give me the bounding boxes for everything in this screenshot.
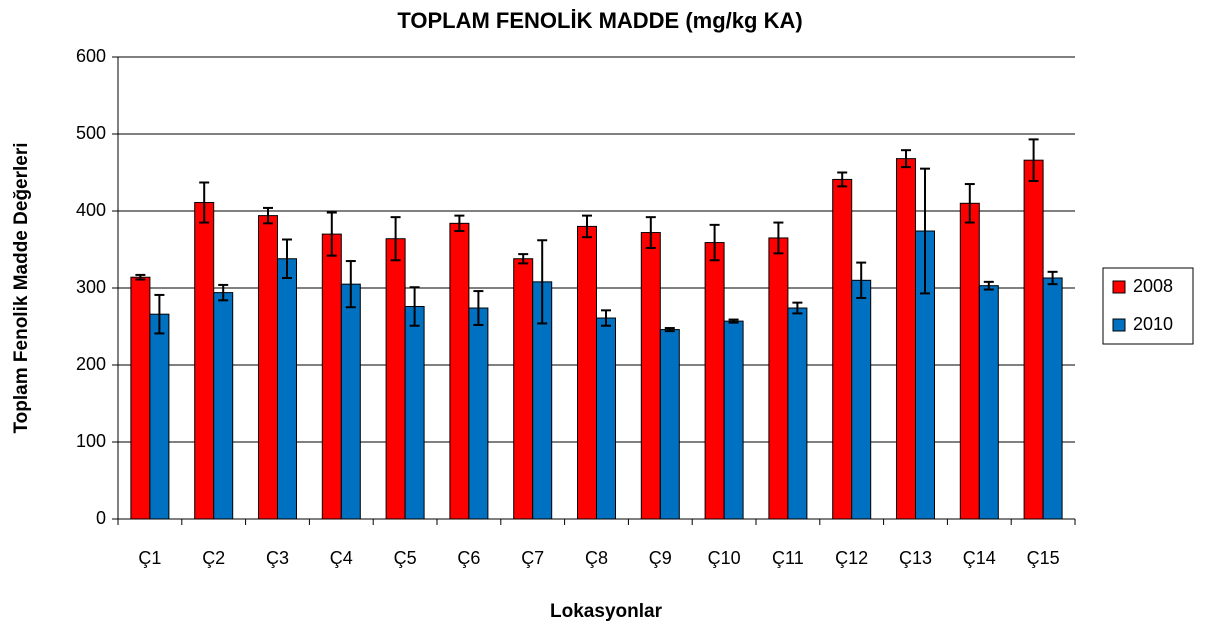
bar: [577, 225, 597, 520]
error-bar: [664, 327, 675, 333]
error-bar: [901, 149, 911, 169]
error-bar: [920, 167, 930, 295]
bar: [513, 258, 534, 520]
error-bar: [409, 286, 420, 327]
y-tick-label: 600: [76, 46, 106, 66]
error-bar: [837, 171, 848, 188]
error-bar: [390, 216, 401, 262]
x-tick-label: Ç15: [1027, 548, 1060, 568]
bar: [704, 242, 725, 520]
error-bar: [518, 253, 529, 265]
error-bar: [709, 223, 720, 262]
bar: [404, 305, 425, 520]
bar: [896, 158, 916, 520]
y-tick-label: 100: [76, 431, 106, 451]
error-bar: [537, 239, 548, 325]
y-tick-label: 500: [76, 123, 106, 143]
error-bar: [792, 301, 803, 315]
error-bar: [582, 214, 592, 239]
bar: [723, 320, 744, 520]
x-tick-label: Ç14: [963, 548, 996, 568]
error-bar: [454, 214, 465, 233]
legend-label: 2008: [1133, 276, 1173, 296]
error-bar: [856, 261, 867, 300]
y-tick-label: 200: [76, 354, 106, 374]
bar: [277, 258, 297, 520]
error-bar: [983, 280, 994, 291]
bar: [449, 222, 470, 520]
bar: [385, 238, 406, 520]
x-tick-label: Ç13: [899, 548, 932, 568]
error-bar: [154, 293, 165, 335]
chart-title: TOPLAM FENOLİK MADDE (mg/kg KA): [397, 8, 802, 33]
x-tick-label: Ç4: [330, 548, 353, 568]
x-tick-label: Ç2: [202, 548, 225, 568]
error-bar: [326, 211, 337, 257]
bar: [787, 307, 808, 520]
legend-label: 2010: [1133, 314, 1173, 334]
x-tick-label: Ç11: [772, 548, 804, 568]
error-bar: [1028, 138, 1039, 182]
bar: [640, 232, 661, 520]
bar: [468, 307, 489, 520]
x-tick-label: Ç5: [394, 548, 417, 568]
legend-swatch: [1112, 318, 1126, 332]
error-bar: [282, 238, 292, 279]
error-bar: [199, 181, 210, 224]
bar: [149, 313, 170, 520]
error-bar: [728, 318, 739, 324]
y-tick-label: 300: [76, 277, 106, 297]
bar: [768, 237, 789, 520]
bar: [832, 178, 853, 520]
error-bar: [964, 183, 975, 224]
error-bar: [773, 221, 784, 255]
x-tick-label: Ç8: [585, 548, 608, 568]
bar: [213, 292, 234, 520]
bar: [659, 329, 680, 520]
bar: [194, 202, 215, 520]
bar: [1023, 159, 1044, 520]
x-tick-label: Ç3: [266, 548, 289, 568]
error-bar: [473, 290, 484, 326]
legend-swatch: [1112, 280, 1126, 294]
x-axis-title: Lokasyonlar: [550, 601, 663, 622]
error-bar: [601, 309, 611, 327]
x-tick-label: Ç6: [457, 548, 480, 568]
bar: [1042, 277, 1063, 520]
bar: [340, 283, 361, 520]
bar: [978, 285, 999, 520]
x-tick-label: Ç9: [649, 548, 672, 568]
error-bar: [218, 283, 229, 302]
x-tick-label: Ç10: [708, 548, 741, 568]
bar: [130, 276, 151, 520]
y-tick-label: 400: [76, 200, 106, 220]
error-bar: [345, 260, 356, 309]
error-bar: [135, 273, 146, 281]
bar: [258, 215, 278, 520]
bar: [321, 233, 342, 520]
y-tick-label: 0: [96, 508, 106, 528]
y-axis-title: Toplam Fenolik Madde Değerleri: [11, 142, 32, 433]
bar: [851, 279, 872, 520]
x-tick-label: Ç1: [138, 548, 161, 568]
x-tick-label: Ç7: [521, 548, 544, 568]
x-tick-label: Ç12: [835, 548, 868, 568]
error-bar: [1047, 270, 1058, 286]
bar: [959, 202, 980, 520]
error-bar: [263, 206, 273, 225]
bar: [596, 317, 616, 520]
error-bar: [645, 216, 656, 249]
